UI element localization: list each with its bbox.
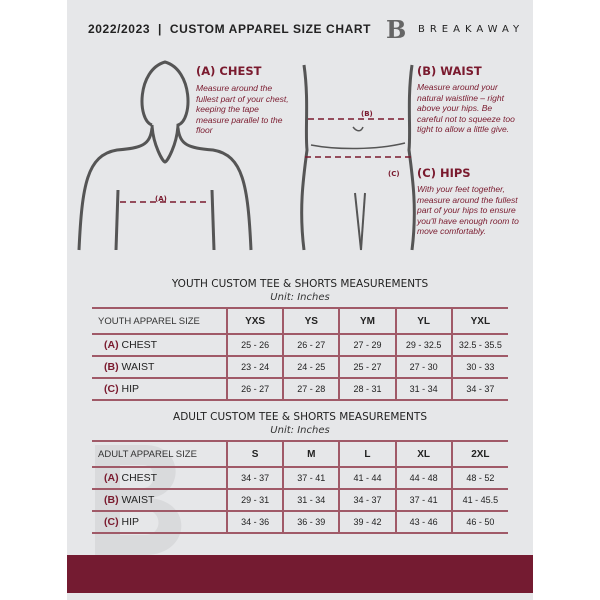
page-title: 2022/2023 | CUSTOM APPAREL SIZE CHART bbox=[88, 22, 372, 36]
body-figures bbox=[77, 60, 416, 251]
table-row: (C) HIP 34 - 36 36 - 39 39 - 42 43 - 46 46 -… bbox=[92, 511, 508, 534]
waist-marker: (B) bbox=[361, 110, 373, 118]
row-label: (C) HIP bbox=[92, 511, 227, 534]
table-row: (A) CHEST 25 - 26 26 - 27 27 - 29 29 - 32.5… bbox=[92, 334, 508, 357]
table-row: (B) WAIST 23 - 24 24 - 25 25 - 27 27 - 30 30… bbox=[92, 356, 508, 379]
adult-size-table: ADULT APPAREL SIZE S M L XL 2XL (A) CHES… bbox=[92, 440, 508, 534]
footer-band bbox=[67, 555, 533, 593]
table-header-row: ADULT APPAREL SIZE S M L XL 2XL bbox=[92, 440, 508, 468]
brand-name: BREAKAWAY bbox=[418, 24, 525, 35]
table-row: (C) HIP 26 - 27 27 - 28 28 - 31 31 - 34 34 -… bbox=[92, 378, 508, 401]
cell: 41 - 44 bbox=[338, 467, 396, 490]
cell: 27 - 29 bbox=[338, 334, 396, 357]
row-label: (B) WAIST bbox=[92, 489, 227, 512]
chest-heading: (A) CHEST bbox=[196, 64, 262, 78]
row-label: (A) CHEST bbox=[92, 467, 227, 490]
header-cell: XL bbox=[394, 440, 452, 468]
row-label: (B) WAIST bbox=[92, 356, 227, 379]
cell: 26 - 27 bbox=[225, 378, 284, 401]
cell: 24 - 25 bbox=[282, 356, 340, 379]
cell: 37 - 41 bbox=[282, 467, 340, 490]
table-row: (B) WAIST 29 - 31 31 - 34 34 - 37 37 - 41 41… bbox=[92, 489, 508, 512]
cell: 23 - 24 bbox=[225, 356, 284, 379]
cell: 26 - 27 bbox=[282, 334, 340, 357]
hips-heading: (C) HIPS bbox=[417, 166, 471, 180]
header-cell: ADULT APPAREL SIZE bbox=[92, 440, 227, 468]
cell: 48 - 52 bbox=[450, 467, 508, 490]
header-cell: YOUTH APPAREL SIZE bbox=[92, 307, 227, 335]
lower-body-figure bbox=[300, 64, 416, 251]
header-cell: 2XL bbox=[450, 440, 508, 468]
cell: 44 - 48 bbox=[394, 467, 452, 490]
youth-unit: Unit: Inches bbox=[270, 292, 330, 303]
hips-marker: (C) bbox=[388, 170, 400, 178]
cell: 28 - 31 bbox=[338, 378, 396, 401]
cell: 37 - 41 bbox=[394, 489, 452, 512]
cell: 29 - 32.5 bbox=[394, 334, 452, 357]
cell: 27 - 30 bbox=[394, 356, 452, 379]
hips-description: With your feet together, measure around … bbox=[417, 184, 519, 236]
header-cell: YXS bbox=[225, 307, 284, 335]
cell: 31 - 34 bbox=[282, 489, 340, 512]
row-label: (C) HIP bbox=[92, 378, 227, 401]
adult-unit: Unit: Inches bbox=[270, 425, 330, 436]
cell: 31 - 34 bbox=[394, 378, 452, 401]
table-header-row: YOUTH APPAREL SIZE YXS YS YM YL YXL bbox=[92, 307, 508, 335]
header-cell: M bbox=[282, 440, 340, 468]
waist-description: Measure around your natural waistline – … bbox=[417, 82, 515, 134]
cell: 34 - 37 bbox=[338, 489, 396, 512]
header-cell: YL bbox=[394, 307, 452, 335]
cell: 32.5 - 35.5 bbox=[450, 334, 508, 357]
chest-description: Measure around the fullest part of your … bbox=[196, 83, 289, 135]
cell: 25 - 27 bbox=[338, 356, 396, 379]
upper-body-figure bbox=[77, 60, 253, 251]
cell: 34 - 37 bbox=[225, 467, 284, 490]
adult-table-title: ADULT CUSTOM TEE & SHORTS MEASUREMENTS bbox=[173, 411, 427, 423]
header-cell: YXL bbox=[450, 307, 508, 335]
brand-logo-icon: B bbox=[386, 15, 407, 44]
cell: 34 - 36 bbox=[225, 511, 284, 534]
header-cell: YS bbox=[282, 307, 340, 335]
header-cell: S bbox=[225, 440, 284, 468]
cell: 34 - 37 bbox=[450, 378, 508, 401]
youth-size-table: YOUTH APPAREL SIZE YXS YS YM YL YXL (A) … bbox=[92, 307, 508, 401]
header-cell: YM bbox=[338, 307, 396, 335]
youth-table-title: YOUTH CUSTOM TEE & SHORTS MEASUREMENTS bbox=[171, 278, 429, 290]
cell: 46 - 50 bbox=[450, 511, 508, 534]
header-cell: L bbox=[338, 440, 396, 468]
chest-marker: (A) bbox=[155, 195, 167, 203]
row-label: (A) CHEST bbox=[92, 334, 227, 357]
cell: 27 - 28 bbox=[282, 378, 340, 401]
cell: 30 - 33 bbox=[450, 356, 508, 379]
cell: 41 - 45.5 bbox=[450, 489, 508, 512]
waist-heading: (B) WAIST bbox=[417, 64, 482, 78]
table-row: (A) CHEST 34 - 37 37 - 41 41 - 44 44 - 48 48… bbox=[92, 467, 508, 490]
cell: 29 - 31 bbox=[225, 489, 284, 512]
cell: 25 - 26 bbox=[225, 334, 284, 357]
cell: 43 - 46 bbox=[394, 511, 452, 534]
cell: 39 - 42 bbox=[338, 511, 396, 534]
cell: 36 - 39 bbox=[282, 511, 340, 534]
